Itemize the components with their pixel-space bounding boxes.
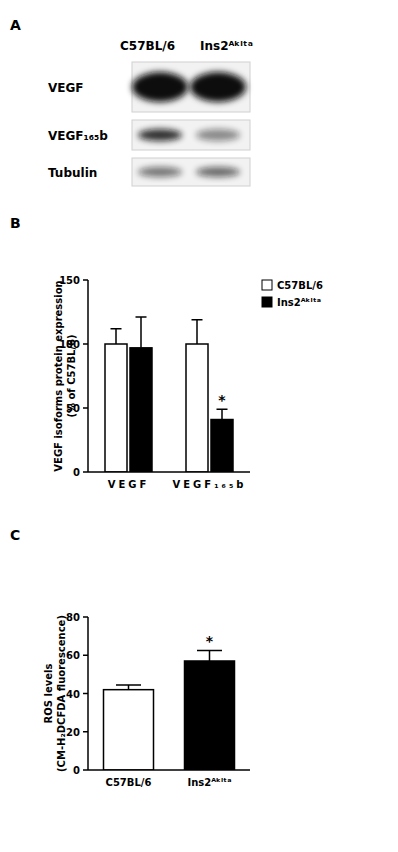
- annotation: *: [218, 392, 226, 408]
- y-tick: [83, 471, 88, 473]
- x-axis: [88, 769, 250, 771]
- panel-label: B: [10, 215, 21, 231]
- blot-strip: [132, 62, 250, 112]
- x-tick-label: VEGF₁₆₅b: [173, 479, 247, 490]
- error-bar: [197, 650, 222, 661]
- y-tick-label: 80: [66, 612, 80, 623]
- x-tick-label: Ins2ᴬᵏⁱᵗᵃ: [187, 777, 232, 788]
- legend-label: C57BL/6: [277, 280, 323, 291]
- error-bar: [111, 329, 122, 344]
- y-axis: [87, 280, 89, 472]
- y-tick-label: 0: [73, 467, 80, 478]
- blot-band: [196, 129, 240, 141]
- bar: [211, 420, 233, 472]
- y-axis-label: VEGF isoforms protein expression: [53, 280, 64, 471]
- y-tick: [83, 616, 88, 618]
- annotation: *: [206, 633, 214, 649]
- row-label: VEGF₁₆₅b: [48, 129, 108, 143]
- blot-band: [138, 167, 182, 177]
- y-axis-label: (% of C57BL/6): [66, 334, 77, 417]
- lane-label: C57BL/6: [120, 39, 175, 53]
- error-bar: [217, 409, 228, 419]
- figure: AC57BL/6Ins2ᴬᵏⁱᵗᵃVEGFVEGF₁₆₅bTubulinB050…: [0, 0, 398, 852]
- x-tick-label: VEGF: [108, 479, 150, 490]
- bar: [130, 348, 152, 472]
- blot-strip: [132, 120, 250, 150]
- plot-marks: [105, 317, 233, 472]
- y-tick: [83, 769, 88, 771]
- y-tick-label: 20: [66, 727, 80, 738]
- bar: [186, 344, 208, 472]
- x-tick-label: C57BL/6: [106, 777, 152, 788]
- legend-swatch: [262, 297, 272, 307]
- plot-marks: [104, 650, 235, 770]
- blot-band: [138, 129, 182, 141]
- y-tick: [83, 279, 88, 281]
- blot-strip: [132, 158, 250, 186]
- y-tick: [83, 731, 88, 733]
- error-bar: [136, 317, 147, 348]
- y-axis-label: ROS levels: [43, 664, 54, 724]
- legend-label: Ins2ᴬᵏⁱᵗᵃ: [277, 297, 322, 308]
- blot-band: [196, 167, 240, 177]
- panel-label: A: [10, 17, 21, 33]
- legend-swatch: [262, 280, 272, 290]
- row-label: VEGF: [48, 81, 84, 95]
- lane-label: Ins2ᴬᵏⁱᵗᵃ: [200, 39, 253, 53]
- x-axis: [88, 471, 250, 473]
- y-tick-label: 0: [73, 765, 80, 776]
- y-axis-label: (CM-H₂DCFDA fluorescence): [56, 615, 67, 772]
- blot-band: [190, 72, 246, 102]
- y-tick: [83, 343, 88, 345]
- bar: [104, 690, 154, 770]
- y-tick: [83, 693, 88, 695]
- bar: [105, 344, 127, 472]
- y-tick: [83, 655, 88, 657]
- bar: [185, 661, 235, 770]
- row-label: Tubulin: [48, 166, 97, 180]
- panel-label: C: [10, 527, 20, 543]
- y-tick: [83, 407, 88, 409]
- blot-band: [132, 72, 188, 102]
- y-tick-label: 60: [66, 650, 80, 661]
- error-bar: [192, 320, 203, 344]
- y-tick-label: 40: [66, 689, 80, 700]
